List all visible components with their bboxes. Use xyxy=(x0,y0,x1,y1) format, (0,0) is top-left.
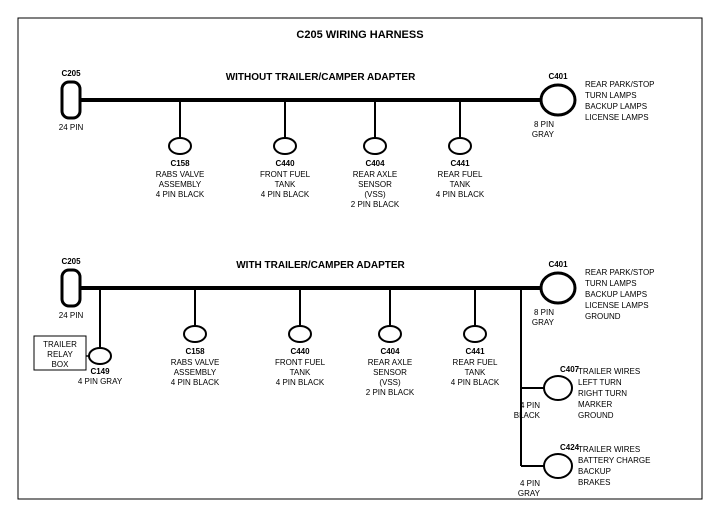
svg-text:BACKUP LAMPS: BACKUP LAMPS xyxy=(585,102,647,111)
svg-text:C401: C401 xyxy=(548,72,568,81)
svg-text:2 PIN BLACK: 2 PIN BLACK xyxy=(366,388,415,397)
svg-text:TURN LAMPS: TURN LAMPS xyxy=(585,91,637,100)
svg-text:8 PIN: 8 PIN xyxy=(534,308,554,317)
svg-text:RELAY: RELAY xyxy=(47,350,73,359)
svg-text:GROUND: GROUND xyxy=(578,411,614,420)
svg-text:C205: C205 xyxy=(61,69,81,78)
svg-text:REAR PARK/STOP: REAR PARK/STOP xyxy=(585,80,655,89)
svg-text:TRAILER: TRAILER xyxy=(43,340,77,349)
svg-text:GRAY: GRAY xyxy=(518,489,541,498)
svg-text:24 PIN: 24 PIN xyxy=(59,311,84,320)
svg-text:TRAILER WIRES: TRAILER WIRES xyxy=(578,367,640,376)
svg-text:ASSEMBLY: ASSEMBLY xyxy=(159,180,202,189)
svg-text:BLACK: BLACK xyxy=(514,411,541,420)
svg-text:(VSS): (VSS) xyxy=(379,378,401,387)
svg-text:TRAILER WIRES: TRAILER WIRES xyxy=(578,445,640,454)
svg-text:C440: C440 xyxy=(290,347,310,356)
svg-text:LICENSE LAMPS: LICENSE LAMPS xyxy=(585,301,649,310)
svg-text:LICENSE LAMPS: LICENSE LAMPS xyxy=(585,113,649,122)
svg-text:C404: C404 xyxy=(380,347,400,356)
wiring-diagram: C205 WIRING HARNESS WITHOUT TRAILER/CAMPE… xyxy=(0,0,720,517)
svg-text:BRAKES: BRAKES xyxy=(578,478,610,487)
svg-text:4 PIN BLACK: 4 PIN BLACK xyxy=(276,378,325,387)
svg-text:REAR AXLE: REAR AXLE xyxy=(368,358,412,367)
svg-text:TANK: TANK xyxy=(450,180,471,189)
svg-text:C404: C404 xyxy=(365,159,385,168)
svg-text:C205: C205 xyxy=(61,257,81,266)
svg-text:WITHOUT TRAILER/CAMPER ADAP: WITHOUT TRAILER/CAMPER ADAPTER xyxy=(226,72,416,83)
svg-text:4 PIN: 4 PIN xyxy=(520,401,540,410)
svg-text:C441: C441 xyxy=(465,347,485,356)
svg-text:WITH TRAILER/CAMPER ADAPTER: WITH TRAILER/CAMPER ADAPTER xyxy=(236,260,405,271)
svg-text:C401: C401 xyxy=(548,260,568,269)
svg-text:BACKUP LAMPS: BACKUP LAMPS xyxy=(585,290,647,299)
svg-text:4 PIN BLACK: 4 PIN BLACK xyxy=(156,190,205,199)
svg-text:SENSOR: SENSOR xyxy=(373,368,407,377)
svg-text:4 PIN: 4 PIN xyxy=(520,479,540,488)
svg-text:4 PIN BLACK: 4 PIN BLACK xyxy=(451,378,500,387)
svg-text:4 PIN BLACK: 4 PIN BLACK xyxy=(261,190,310,199)
svg-text:C424: C424 xyxy=(560,443,580,452)
svg-text:ASSEMBLY: ASSEMBLY xyxy=(174,368,217,377)
svg-text:C407: C407 xyxy=(560,365,580,374)
svg-text:C440: C440 xyxy=(275,159,295,168)
svg-text:2 PIN BLACK: 2 PIN BLACK xyxy=(351,200,400,209)
svg-text:4 PIN BLACK: 4 PIN BLACK xyxy=(436,190,485,199)
svg-text:RIGHT TURN: RIGHT TURN xyxy=(578,389,627,398)
svg-text:TANK: TANK xyxy=(290,368,311,377)
svg-text:FRONT FUEL: FRONT FUEL xyxy=(275,358,326,367)
svg-text:GROUND: GROUND xyxy=(585,312,621,321)
svg-text:GRAY: GRAY xyxy=(532,318,555,327)
svg-text:BATTERY CHARGE: BATTERY CHARGE xyxy=(578,456,650,465)
svg-text:TURN LAMPS: TURN LAMPS xyxy=(585,279,637,288)
svg-text:C205 WIRING HARNESS: C205 WIRING HARNESS xyxy=(296,29,423,41)
svg-text:(VSS): (VSS) xyxy=(364,190,386,199)
svg-text:BACKUP: BACKUP xyxy=(578,467,611,476)
svg-text:C158: C158 xyxy=(185,347,205,356)
svg-text:C441: C441 xyxy=(450,159,470,168)
svg-text:REAR FUEL: REAR FUEL xyxy=(453,358,498,367)
svg-text:REAR FUEL: REAR FUEL xyxy=(438,170,483,179)
svg-text:SENSOR: SENSOR xyxy=(358,180,392,189)
svg-text:RABS VALVE: RABS VALVE xyxy=(171,358,220,367)
svg-text:BOX: BOX xyxy=(52,360,70,369)
svg-text:24 PIN: 24 PIN xyxy=(59,123,84,132)
svg-text:LEFT TURN: LEFT TURN xyxy=(578,378,622,387)
svg-text:4 PIN BLACK: 4 PIN BLACK xyxy=(171,378,220,387)
svg-text:REAR AXLE: REAR AXLE xyxy=(353,170,397,179)
svg-text:TANK: TANK xyxy=(275,180,296,189)
svg-text:8 PIN: 8 PIN xyxy=(534,120,554,129)
svg-text:RABS VALVE: RABS VALVE xyxy=(156,170,205,179)
svg-text:4 PIN GRAY: 4 PIN GRAY xyxy=(78,377,123,386)
svg-text:GRAY: GRAY xyxy=(532,130,555,139)
svg-text:C158: C158 xyxy=(170,159,190,168)
svg-text:REAR PARK/STOP: REAR PARK/STOP xyxy=(585,268,655,277)
svg-text:TANK: TANK xyxy=(465,368,486,377)
svg-text:C149: C149 xyxy=(90,367,110,376)
svg-text:FRONT FUEL: FRONT FUEL xyxy=(260,170,311,179)
svg-text:MARKER: MARKER xyxy=(578,400,612,409)
